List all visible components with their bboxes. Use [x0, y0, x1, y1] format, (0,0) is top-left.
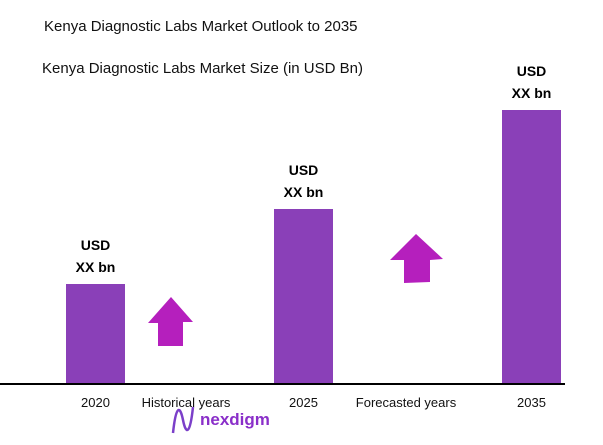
x-tick-2035: 2035	[517, 395, 546, 410]
data-label-line: XX bn	[511, 85, 552, 101]
chart-subtitle: Kenya Diagnostic Labs Market Size (in US…	[42, 60, 363, 77]
data-label-line: XX bn	[75, 259, 116, 275]
data-label-line: XX bn	[283, 184, 324, 200]
data-label-line: USD	[516, 63, 547, 79]
data-label-2020: USD XX bn	[56, 234, 136, 278]
bar-2025	[274, 209, 333, 384]
historical-growth-arrow	[148, 297, 193, 346]
bar-2020	[66, 284, 125, 384]
data-label-2025: USD XX bn	[264, 159, 344, 203]
nexdigm-logo: nexdigm	[170, 405, 270, 435]
period-label-historical: Historical years	[141, 395, 231, 410]
forecast-growth-arrow	[390, 234, 443, 283]
period-label-forecast: Forecasted years	[355, 395, 457, 410]
logo-wave-icon	[171, 406, 195, 434]
chart-title: Kenya Diagnostic Labs Market Outlook to …	[44, 18, 358, 35]
data-label-line: USD	[288, 162, 319, 178]
bar-2035	[502, 110, 561, 384]
x-tick-2020: 2020	[81, 395, 110, 410]
x-tick-2025: 2025	[289, 395, 318, 410]
data-label-line: USD	[80, 237, 111, 253]
data-label-2035: USD XX bn	[492, 60, 572, 104]
